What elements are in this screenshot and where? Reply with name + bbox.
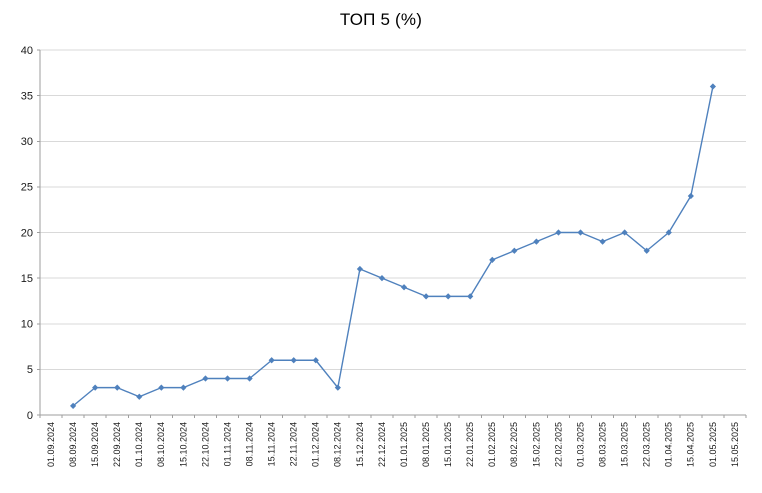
gridlines [40,49,746,370]
data-point-marker [136,393,143,400]
data-point-marker [489,256,496,263]
x-axis-label: 22.02.2025 [553,422,563,467]
series-line [72,85,714,407]
data-point-marker [445,293,452,300]
x-axis-label: 01.05.2025 [708,422,718,467]
x-axis-label: 15.11.2024 [267,422,277,466]
x-axis-label: 08.12.2024 [333,422,343,467]
x-axis-label: 01.10.2024 [134,422,144,467]
y-axis-label: 10 [21,319,33,331]
data-point-marker [378,275,386,282]
data-point-marker [643,247,650,254]
x-axis-label: 22.09.2024 [112,422,122,467]
y-axis-labels: 0 5 10 15 20 25 30 35 40 [21,45,33,422]
x-axis-label: 15.12.2024 [355,422,365,467]
data-point-marker [577,229,584,236]
data-point-marker [268,357,275,364]
x-axis-label: 08.01.2025 [421,422,431,467]
x-axis-label: 15.03.2025 [620,422,630,467]
data-point-marker [312,357,319,364]
y-axis-label: 35 [21,90,33,102]
data-point-marker [422,293,430,300]
data-point-marker [555,229,562,236]
data-point-marker [687,192,694,200]
x-axis-label: 22.10.2024 [200,422,210,467]
data-point-marker [511,247,518,254]
y-axis-label: 40 [21,45,33,57]
x-axis-label: 15.04.2025 [686,422,696,467]
data-point-marker [114,384,121,391]
x-axis-label: 22.01.2025 [465,422,475,467]
x-axis-label: 01.04.2025 [664,422,674,467]
x-axis-label: 15.09.2024 [90,422,100,467]
y-axis-label: 15 [21,273,33,285]
y-axis-label: 20 [21,227,33,239]
x-axis-label: 01.12.2024 [311,422,321,467]
data-point-marker [334,384,341,391]
data-point-marker [69,402,77,409]
x-axis-label: 08.10.2024 [156,422,166,467]
axes [37,49,747,418]
x-axis-label: 08.02.2025 [509,422,519,467]
y-axis-label: 5 [27,364,33,376]
data-point-marker [533,238,540,245]
data-point-marker [621,229,628,236]
y-axis-label: 0 [27,410,33,422]
x-axis-label: 01.11.2024 [222,422,232,466]
x-axis-label: 01.02.2025 [487,422,497,467]
data-point-marker [599,238,606,245]
x-axis-label: 22.11.2024 [289,422,299,466]
data-point-marker [246,375,253,382]
data-point-marker [709,83,717,90]
y-axis-label: 25 [21,182,33,194]
data-point-marker [356,265,364,273]
x-axis-label: 08.11.2024 [244,422,254,466]
x-axis-label: 01.01.2025 [399,422,409,467]
x-axis-labels: 01.09.2024 08.09.2024 15.09.2024 22.09.2024… [46,422,740,467]
x-axis-label: 15.01.2025 [443,422,453,467]
x-axis-label: 08.03.2025 [597,422,607,467]
x-axis-label: 15.05.2025 [730,422,740,467]
data-point-marker [180,384,187,391]
series-top5 [72,85,714,407]
data-point-marker [467,293,474,300]
data-point-marker [158,384,165,391]
x-axis-label: 08.09.2024 [68,422,78,467]
data-point-marker [400,284,408,291]
x-axis-label: 22.03.2025 [642,422,652,467]
series-markers [69,83,717,409]
data-point-marker [665,229,672,236]
x-axis-label: 22.12.2024 [377,422,387,467]
x-axis-label: 01.03.2025 [575,422,585,467]
data-point-marker [92,384,99,391]
data-point-marker [290,357,297,364]
chart-title: ТОП 5 (%) [339,10,423,29]
data-point-marker [202,375,209,382]
x-axis-label: 15.02.2025 [531,422,541,467]
x-axis-label: 01.09.2024 [46,422,56,467]
x-axis-label: 15.10.2024 [178,422,188,467]
y-axis-label: 30 [21,136,33,148]
data-point-marker [224,375,231,382]
